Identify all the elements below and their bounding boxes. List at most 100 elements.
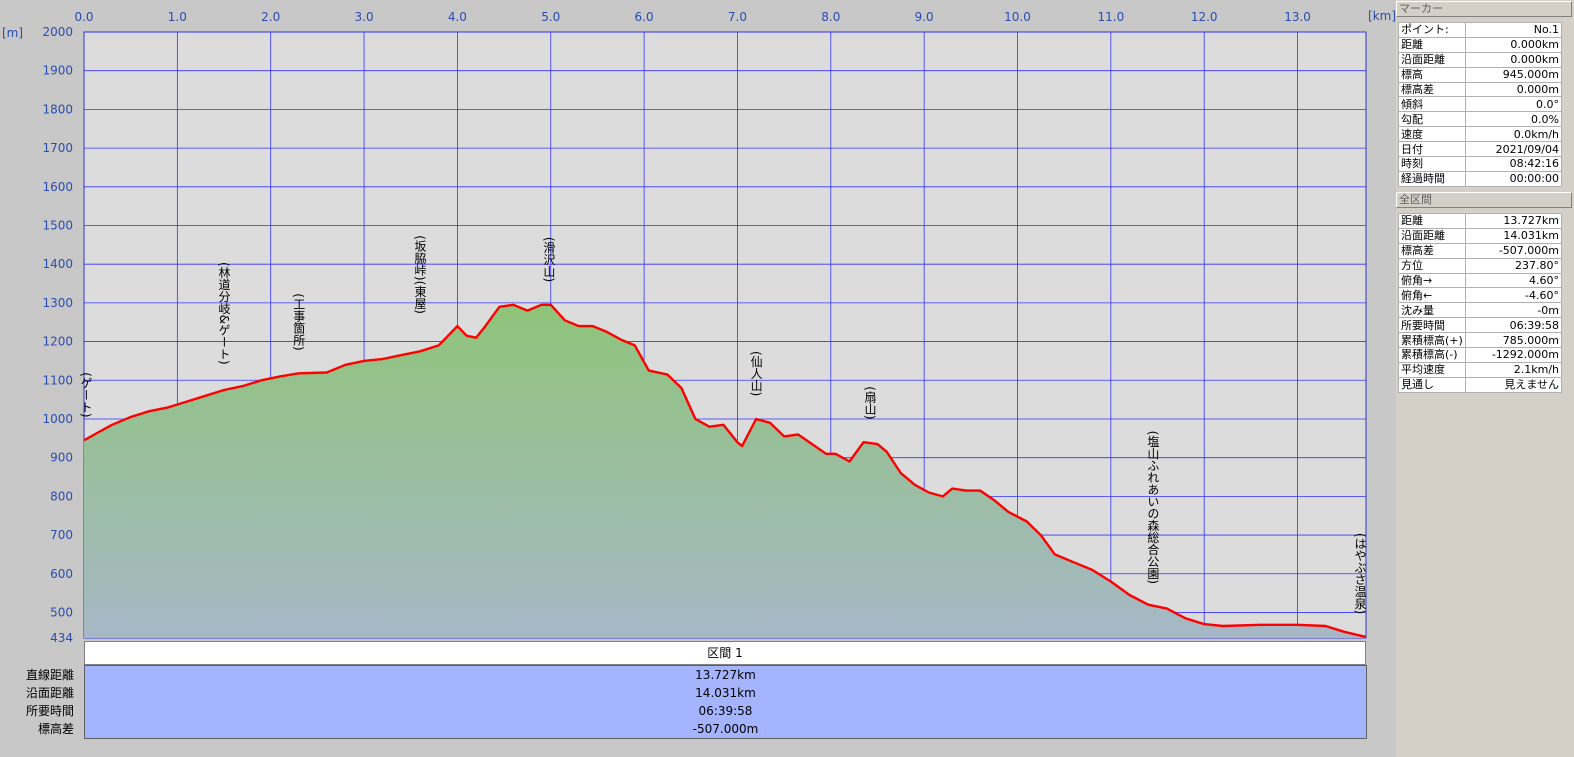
section-value: 237.80° [1465,257,1562,274]
marker-value: 0.0° [1465,96,1562,113]
section-value: -1292.000m [1465,347,1562,363]
section-key: 累積標高(+) [1398,332,1466,349]
section-row: 距離 13.727km [1398,213,1562,229]
marker-value: 0.000km [1465,51,1562,68]
section-row: 俯角→ 4.60° [1398,272,1562,289]
section-value: 4.60° [1465,272,1562,289]
section-row: 沈み量 -0m [1398,302,1562,319]
x-axis-unit-label: [km] [1368,9,1396,23]
section-row: 俯角← -4.60° [1398,287,1562,304]
marker-key: 標高 [1398,66,1466,83]
x-tick-label: 3.0 [355,10,374,24]
section-key: 沿面距離 [1398,227,1466,244]
marker-key: 時刻 [1398,156,1466,172]
marker-key: 沿面距離 [1398,51,1466,68]
x-tick-label: 1.0 [168,10,187,24]
segment-label: 直線距離 [25,668,74,682]
section-row: 方位 237.80° [1398,257,1562,274]
segment-header[interactable]: 区間 1 [84,641,1366,665]
marker-key: 日付 [1398,141,1466,158]
marker-row: 速度 0.0km/h [1398,126,1562,143]
marker-value: 0.000m [1465,81,1562,98]
y-axis-unit-label: [m] [2,26,23,40]
marker-key: 勾配 [1398,111,1466,128]
segment-value: -507.000m [692,722,759,736]
segment-summary: 13.727km 14.031km 06:39:58 -507.000m [84,665,1367,739]
y-tick-label: 1400 [42,257,73,271]
marker-row: 標高 945.000m [1398,66,1562,83]
marker-row: ポイント: No.1 [1398,22,1562,38]
marker-value: 0.000km [1465,36,1562,53]
y-tick-label: 500 [50,605,73,619]
section-key: 標高差 [1398,242,1466,259]
x-tick-label: 7.0 [728,10,747,24]
waypoint-label: (扇山) [863,386,877,419]
waypoint-label: (塩山ふれあいの森総合公園) [1146,431,1160,584]
section-key: 沈み量 [1398,302,1466,319]
x-tick-label: 4.0 [448,10,467,24]
y-tick-label: 1300 [42,296,73,310]
segment-value: 13.727km [695,668,756,682]
section-value: 06:39:58 [1465,317,1562,334]
segment-value: 14.031km [695,686,756,700]
section-panel-title: 全区間 [1396,192,1572,208]
marker-key: 標高差 [1398,81,1466,98]
marker-key: ポイント: [1398,22,1466,38]
y-tick-label: 600 [50,567,73,581]
section-key: 俯角← [1398,287,1466,304]
section-row: 平均速度 2.1km/h [1398,361,1562,378]
section-row: 累積標高(-) -1292.000m [1398,347,1562,363]
marker-key: 傾斜 [1398,96,1466,113]
marker-row: 距離 0.000km [1398,36,1562,53]
waypoint-label: (坂脇峠)(東屋) [413,235,427,314]
y-tick-label: 1200 [42,335,73,349]
section-value: 14.031km [1465,227,1562,244]
y-tick-label: 434 [50,631,73,645]
marker-key: 経過時間 [1398,170,1466,187]
marker-row: 沿面距離 0.000km [1398,51,1562,68]
marker-value: 00:00:00 [1465,170,1562,187]
section-key: 距離 [1398,213,1466,229]
section-row: 所要時間 06:39:58 [1398,317,1562,334]
waypoint-label: (仙人山) [749,351,763,396]
segment-label: 沿面距離 [25,686,74,700]
marker-value: 2021/09/04 [1465,141,1562,158]
section-value: -4.60° [1465,287,1562,304]
y-axis-tick-labels: 434 500 600 700 800 900 1000 1100 1200 1300 1400 15… [42,25,73,645]
section-value: 見えません [1465,376,1562,393]
marker-panel-title: マーカー [1396,1,1572,17]
waypoint-label: (ゲート) [79,372,93,417]
y-tick-label: 1900 [42,64,73,78]
x-tick-label: 9.0 [915,10,934,24]
waypoint-label: (滑沢山) [542,237,556,282]
elevation-fill-area [84,304,1366,638]
section-value: 2.1km/h [1465,361,1562,378]
x-tick-label: 11.0 [1097,10,1124,24]
x-tick-label: 5.0 [541,10,560,24]
y-tick-label: 1100 [42,373,73,387]
waypoint-label: (林道分岐&ゲート) [217,262,231,365]
section-info-table: 距離 13.727km 沿面距離 14.031km 標高差 -507.000m 方位 237.… [1398,213,1562,393]
x-tick-label: 0.0 [74,10,93,24]
elevation-profile-line [83,303,1366,638]
y-tick-label: 1800 [42,102,73,116]
section-key: 方位 [1398,257,1466,274]
section-value: -507.000m [1465,242,1562,259]
segment-value: 06:39:58 [698,704,753,718]
elevation-profile-chart: 0.0 1.0 2.0 3.0 4.0 5.0 6.0 7.0 8.0 9.0 10.0 11.0 12… [2,9,1396,645]
section-row: 沿面距離 14.031km [1398,227,1562,244]
marker-row: 時刻 08:42:16 [1398,156,1562,172]
x-tick-label: 13.0 [1284,10,1311,24]
section-row: 見通し 見えません [1398,376,1562,393]
y-tick-label: 2000 [42,25,73,39]
y-tick-label: 800 [50,489,73,503]
x-tick-label: 2.0 [261,10,280,24]
waypoint-annotations: (ゲート) (林道分岐&ゲート) (工事箇所) (坂脇峠)(東屋) (滑沢山) (仙人山)… [79,235,1367,614]
marker-key: 速度 [1398,126,1466,143]
x-axis-tick-labels: 0.0 1.0 2.0 3.0 4.0 5.0 6.0 7.0 8.0 9.0 10.0 11.0 12… [74,10,1310,24]
x-tick-label: 8.0 [821,10,840,24]
section-row: 標高差 -507.000m [1398,242,1562,259]
section-value: -0m [1465,302,1562,319]
marker-row: 傾斜 0.0° [1398,96,1562,113]
marker-row: 経過時間 00:00:00 [1398,170,1562,187]
